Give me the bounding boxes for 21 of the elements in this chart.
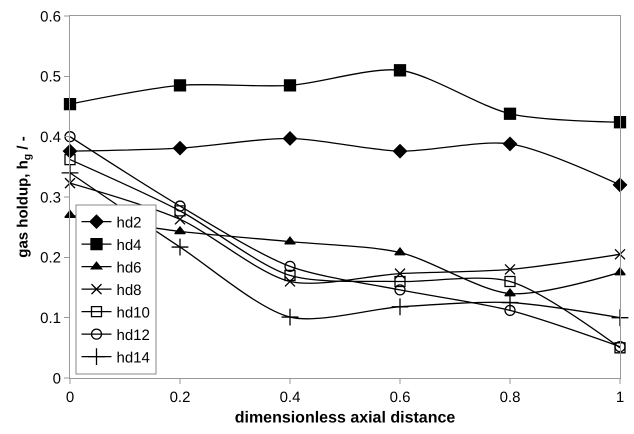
y-tick-label: 0.4 — [40, 128, 61, 146]
x-tick-label: 0.8 — [500, 389, 520, 406]
legend-label: hd4 — [116, 236, 142, 254]
y-tick-label: 0 — [52, 370, 61, 388]
y-tick-label: 0.6 — [40, 8, 61, 26]
y-tick-label: 0.1 — [40, 310, 61, 327]
x-tick-label: 0.2 — [170, 389, 190, 406]
legend-label: hd2 — [116, 214, 142, 232]
x-tick-label: 0.6 — [390, 389, 410, 406]
y-tick-label: 0.2 — [40, 250, 61, 267]
x-tick-label: 0 — [66, 389, 74, 406]
legend-label: hd14 — [116, 349, 150, 366]
x-axis-title: dimensionless axial distance — [234, 410, 456, 427]
legend-label: hd6 — [116, 259, 142, 276]
x-tick-label: 1 — [616, 389, 624, 406]
legend-label: hd12 — [116, 326, 150, 344]
y-tick-label: 0.5 — [40, 68, 61, 86]
legend-label: hd8 — [116, 282, 142, 299]
y-tick-label: 0.3 — [40, 189, 61, 206]
x-tick-label: 0.4 — [280, 389, 300, 406]
legend-label: hd10 — [116, 304, 150, 322]
